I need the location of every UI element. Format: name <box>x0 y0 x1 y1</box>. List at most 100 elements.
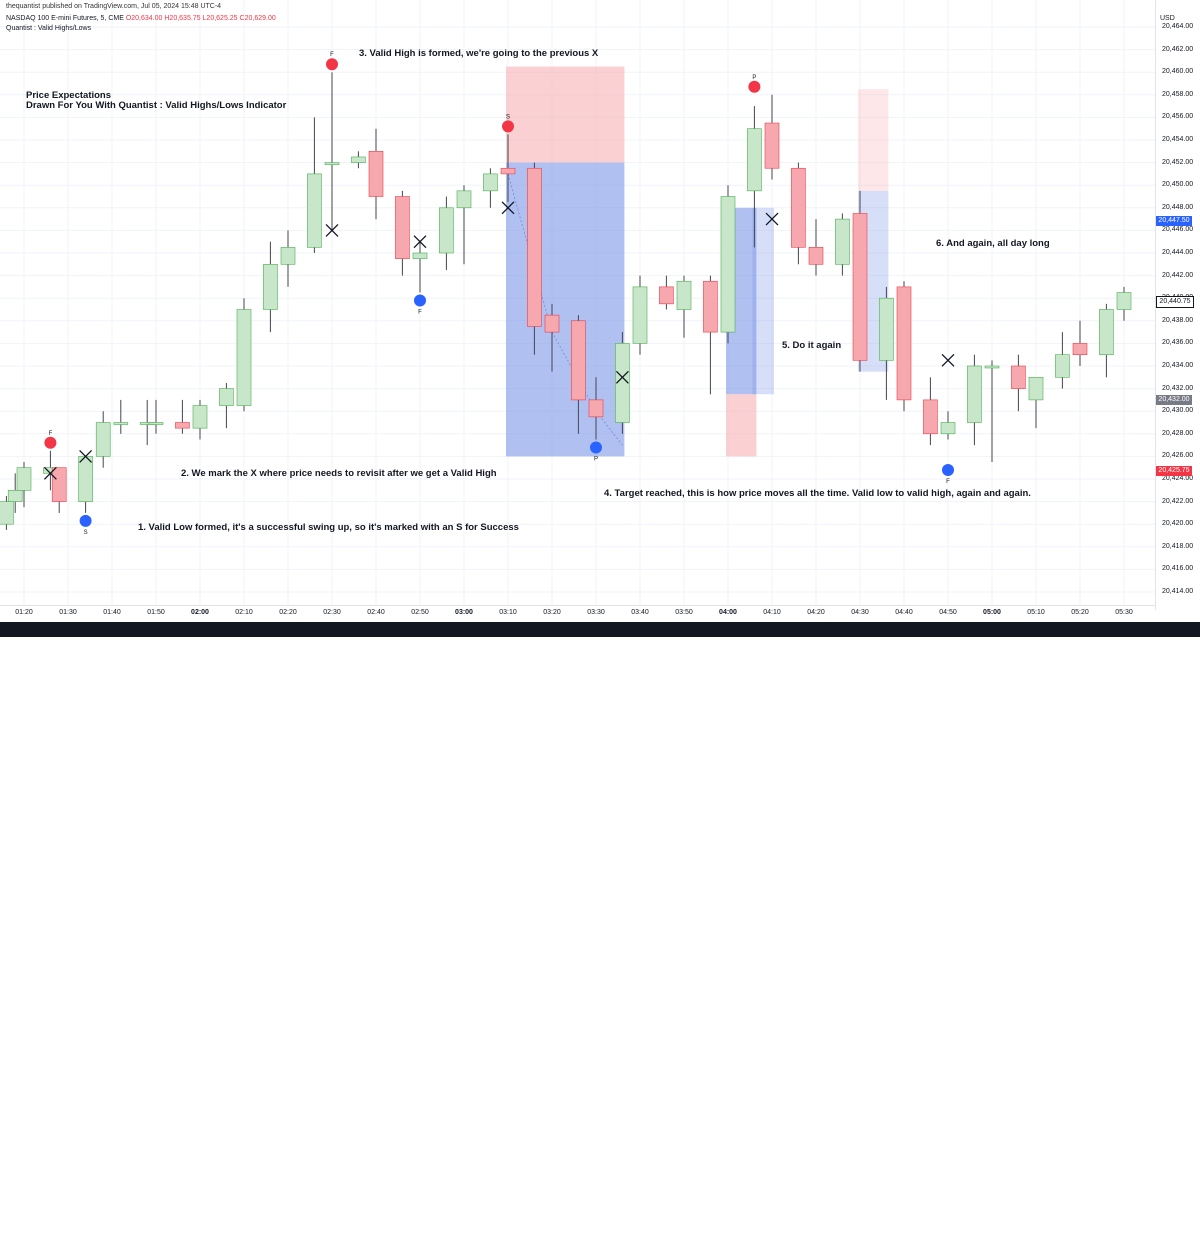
candle-body[interactable] <box>764 122 780 169</box>
symbol-legend[interactable]: NASDAQ 100 E-mini Futures, 5, CME O20,63… <box>6 15 276 22</box>
zone-upper <box>506 66 625 163</box>
chart-canvas[interactable]: F F S P S F P F <box>0 0 1155 605</box>
candle-body[interactable] <box>148 422 164 425</box>
valid-low-marker <box>942 464 954 477</box>
candle-body[interactable] <box>984 365 1000 369</box>
candle-body[interactable] <box>1028 376 1044 401</box>
candle-body[interactable] <box>175 422 190 429</box>
candle-body[interactable] <box>720 196 736 333</box>
candle-body[interactable] <box>1072 343 1088 355</box>
valid-high-letter: F <box>49 431 53 437</box>
candle-body[interactable] <box>368 151 384 197</box>
tradingview-brand[interactable]: TradingView <box>19 1246 66 1255</box>
candle-body[interactable] <box>791 167 806 248</box>
candle-body[interactable] <box>483 173 498 192</box>
candle-body[interactable] <box>0 501 14 525</box>
candle-body[interactable] <box>1116 292 1132 310</box>
candle-body[interactable] <box>896 286 912 401</box>
time-tick: 01:20 <box>15 609 33 616</box>
time-tick: 03:30 <box>587 609 605 616</box>
symbol-name: NASDAQ 100 E-mini Futures, 5, CME <box>6 15 124 22</box>
candle-body[interactable] <box>544 314 560 333</box>
note-4: 4. Target reached, this is how price mov… <box>604 488 1031 499</box>
candle-body[interactable] <box>527 167 542 327</box>
candle-body[interactable] <box>16 467 32 491</box>
valid-low-marker <box>79 514 92 527</box>
note-3: 3. Valid High is formed, we're going to … <box>359 48 599 59</box>
candle-body[interactable] <box>456 190 472 209</box>
time-tick: 01:50 <box>147 609 165 616</box>
price-tick: 20,430.00 <box>1162 407 1194 415</box>
candle-body[interactable] <box>280 247 296 265</box>
candle-body[interactable] <box>7 489 23 502</box>
candle-body[interactable] <box>1099 309 1114 356</box>
candle-body[interactable] <box>835 218 850 265</box>
candle-body[interactable] <box>51 467 67 502</box>
candle-body[interactable] <box>263 263 278 310</box>
candle-body[interactable] <box>703 280 718 333</box>
currency-label[interactable]: USD <box>1160 15 1175 22</box>
candle-body[interactable] <box>219 388 234 406</box>
price-tick: 20,416.00 <box>1162 565 1194 573</box>
candle-body[interactable] <box>588 399 604 418</box>
candle-body[interactable] <box>923 399 938 435</box>
time-tick: 01:30 <box>59 609 77 616</box>
candle-body[interactable] <box>747 128 762 192</box>
candle-body[interactable] <box>808 247 824 265</box>
x-target-mark <box>325 223 339 237</box>
candle-body[interactable] <box>307 173 322 248</box>
time-tick: 04:00 <box>719 609 737 616</box>
candle-body[interactable] <box>659 286 674 305</box>
candle-body[interactable] <box>615 343 630 423</box>
valid-high-letter: F <box>330 52 334 58</box>
time-tick: 03:10 <box>499 609 517 616</box>
candle-body[interactable] <box>95 422 111 457</box>
candle-body[interactable] <box>500 167 516 175</box>
zone-upper <box>752 207 774 395</box>
candle-body[interactable] <box>852 213 868 361</box>
time-tick: 05:20 <box>1071 609 1089 616</box>
time-tick: 05:30 <box>1115 609 1133 616</box>
time-axis[interactable] <box>0 605 1155 620</box>
time-tick: 04:20 <box>807 609 825 616</box>
price-tick: 20,456.00 <box>1162 113 1194 121</box>
candle-body[interactable] <box>967 365 982 423</box>
candle-body[interactable] <box>1011 365 1026 389</box>
price-tick: 20,434.00 <box>1162 362 1194 369</box>
candle-body[interactable] <box>192 405 208 429</box>
candle-body[interactable] <box>1055 354 1070 378</box>
candle-body[interactable] <box>439 207 454 254</box>
candle-body[interactable] <box>632 286 648 344</box>
price-tick: 20,444.00 <box>1162 249 1194 256</box>
zone-lower <box>506 162 625 457</box>
valid-high-letter: P <box>752 75 756 81</box>
price-tick: 20,458.00 <box>1162 90 1194 98</box>
x-target-mark <box>765 212 779 226</box>
candle-body[interactable] <box>395 196 410 259</box>
candle-body[interactable] <box>571 320 586 401</box>
time-tick: 01:40 <box>103 609 121 616</box>
price-tick: 20,414.00 <box>1162 588 1194 595</box>
valid-low-letter: P <box>594 456 598 462</box>
valid-high-marker <box>748 80 761 93</box>
candle-body[interactable] <box>879 297 894 361</box>
candle-body[interactable] <box>412 252 428 259</box>
indicator-legend[interactable]: Quantist : Valid Highs/Lows <box>6 25 92 32</box>
price-tick: 20,426.00 <box>1162 452 1194 460</box>
x-target-mark <box>501 201 515 215</box>
valid-low-letter: S <box>84 530 88 536</box>
candle-body[interactable] <box>113 422 129 425</box>
time-tick: 02:50 <box>411 609 429 616</box>
candle-body[interactable] <box>236 309 252 406</box>
time-tick: 05:10 <box>1027 609 1045 616</box>
valid-low-letter: F <box>418 310 422 316</box>
candle-body[interactable] <box>324 162 340 165</box>
price-tag: 20,447.50 <box>1156 216 1192 226</box>
candle-body[interactable] <box>940 422 956 435</box>
candle-body[interactable] <box>676 280 692 310</box>
x-target-mark <box>43 466 57 480</box>
candle-body[interactable] <box>78 456 93 502</box>
candle-body[interactable] <box>351 156 366 163</box>
price-tick: 20,420.00 <box>1162 520 1194 528</box>
x-target-mark <box>615 370 629 384</box>
